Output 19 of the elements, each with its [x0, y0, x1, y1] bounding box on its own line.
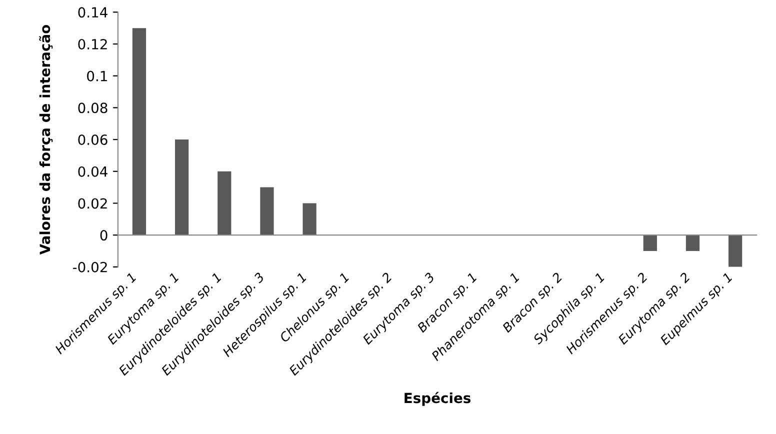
- y-tick-label: 0.08: [78, 102, 108, 114]
- bar: [686, 235, 700, 251]
- y-tick-label: 0.06: [78, 134, 108, 146]
- y-tick-label: 0.02: [78, 198, 107, 209]
- bar: [728, 235, 742, 267]
- bar: [643, 235, 657, 251]
- x-axis-title: Espécies: [404, 392, 471, 406]
- y-tick-label: 0.14: [78, 7, 108, 18]
- y-tick-label: 0.1: [87, 70, 107, 82]
- bar: [132, 28, 146, 236]
- y-tick-label: 0.12: [78, 38, 107, 50]
- y-tick-label: 0: [100, 230, 108, 241]
- bar: [302, 203, 316, 236]
- y-axis-title: Valores da força de interação: [39, 24, 53, 255]
- y-tick-label: -0.02: [72, 262, 107, 272]
- bar: [218, 171, 232, 236]
- bar: [175, 140, 189, 236]
- y-tick-label: 0.04: [78, 166, 108, 177]
- bar: [260, 187, 274, 236]
